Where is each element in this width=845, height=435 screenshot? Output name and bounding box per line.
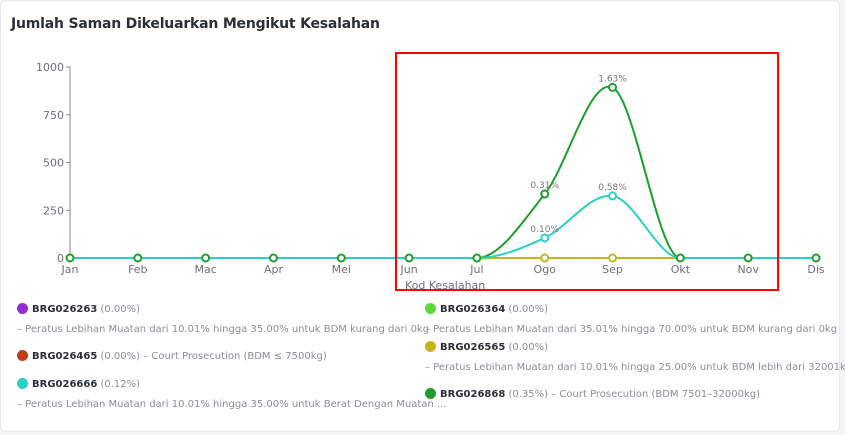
x-tick-label: Mac: [194, 263, 216, 276]
y-tick-label: 750: [43, 109, 64, 122]
x-tick-label: Feb: [128, 263, 147, 276]
x-tick-label: Dis: [807, 263, 825, 276]
legend-dot-icon: [17, 303, 28, 314]
data-point-brg026868: [268, 253, 278, 263]
data-point-brg026868: [472, 253, 482, 263]
x-tick-label: Apr: [264, 263, 284, 276]
x-tick-label: Ogo: [534, 263, 557, 276]
data-label: 1.63%: [598, 74, 627, 84]
data-label: 0.10%: [530, 225, 559, 235]
x-tick-label: Mei: [332, 263, 351, 276]
legend-item-brg026868[interactable]: BRG026868 (0.35%) – Court Prosecution (B…: [425, 388, 760, 400]
x-tick-label: Nov: [737, 263, 759, 276]
x-tick-label: Sep: [602, 263, 623, 276]
data-label: 0.31%: [530, 181, 559, 191]
data-point-brg026868: [336, 253, 346, 263]
data-point-brg026868: [65, 253, 75, 263]
data-point-brg026565: [540, 253, 550, 263]
x-tick-label: Okt: [671, 263, 691, 276]
data-point-brg026666: [540, 233, 550, 243]
data-point-brg026868: [404, 253, 414, 263]
legend-dot-icon: [425, 303, 436, 314]
y-tick-label: 500: [43, 157, 64, 170]
legend-dot-icon: [17, 350, 28, 361]
x-tick-label: Jan: [61, 263, 79, 276]
x-tick-label: Jun: [399, 263, 417, 276]
legend-dot-icon: [425, 341, 436, 352]
x-tick-label: Jul: [469, 263, 483, 276]
legend-item-brg026263[interactable]: BRG026263 (0.00%) – Peratus Lebihan Muat…: [17, 303, 430, 335]
data-point-brg026868: [540, 189, 550, 199]
series-line-brg026868: [69, 85, 816, 260]
data-point-brg026868: [133, 253, 143, 263]
data-point-brg026666: [608, 191, 618, 201]
series-line-brg026666: [69, 194, 816, 260]
data-point-brg026868: [608, 82, 618, 92]
x-axis-label: Kod Kesalahan: [405, 279, 485, 292]
data-point-brg026565: [608, 253, 618, 263]
line-chart: 0 250 500 750 1000 Jan Feb Mac Apr Mei Jun Jul Ogo Se…: [36, 61, 825, 292]
y-tick-label: 250: [43, 204, 64, 217]
data-point-brg026868: [811, 253, 821, 263]
legend-item-brg026565[interactable]: BRG026565 (0.00%) – Peratus Lebihan Muat…: [425, 341, 845, 373]
data-point-brg026868: [675, 253, 685, 263]
legend-item-brg026666[interactable]: BRG026666 (0.12%) – Peratus Lebihan Muat…: [17, 378, 447, 410]
legend-item-brg026465[interactable]: BRG026465 (0.00%) – Court Prosecution (B…: [17, 350, 327, 362]
data-label: 0.58%: [598, 183, 627, 193]
legend-dot-icon: [425, 388, 436, 399]
y-tick-label: 1000: [36, 61, 64, 74]
legend-dot-icon: [17, 378, 28, 389]
chart-title: Jumlah Saman Dikeluarkan Mengikut Kesala…: [11, 16, 380, 32]
legend-item-brg026364[interactable]: BRG026364 (0.00%) – Peratus Lebihan Muat…: [425, 303, 838, 335]
data-point-brg026868: [743, 253, 753, 263]
y-tick-label: 0: [57, 252, 64, 265]
data-point-brg026868: [201, 253, 211, 263]
